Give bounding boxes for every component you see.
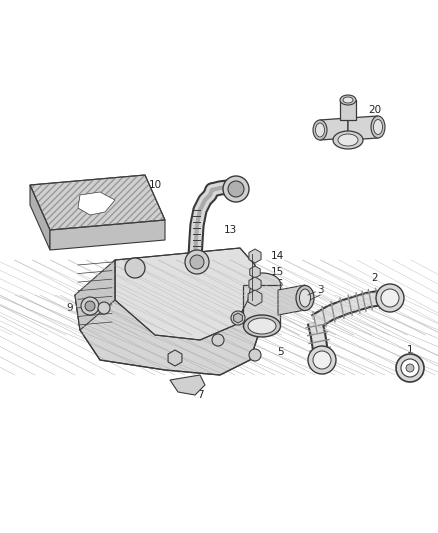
Ellipse shape (300, 289, 311, 307)
Text: 13: 13 (223, 225, 237, 235)
Circle shape (308, 346, 336, 374)
Circle shape (376, 284, 404, 312)
Circle shape (212, 334, 224, 346)
Circle shape (249, 349, 261, 361)
Text: 11: 11 (111, 260, 125, 270)
Polygon shape (75, 280, 265, 375)
Ellipse shape (244, 273, 280, 295)
Text: 2: 2 (372, 273, 378, 283)
Text: 7: 7 (197, 390, 203, 400)
Text: 9: 9 (67, 303, 73, 313)
Text: 4: 4 (222, 305, 228, 315)
Text: 6: 6 (201, 335, 208, 345)
Ellipse shape (315, 123, 325, 137)
Text: 3: 3 (317, 285, 323, 295)
Ellipse shape (343, 97, 353, 103)
Text: 10: 10 (148, 180, 162, 190)
Ellipse shape (340, 95, 356, 105)
Text: 1: 1 (407, 345, 413, 355)
Ellipse shape (374, 119, 382, 134)
Circle shape (98, 302, 110, 314)
Circle shape (381, 289, 399, 307)
Circle shape (223, 176, 249, 202)
Ellipse shape (371, 116, 385, 138)
Polygon shape (115, 248, 255, 340)
Circle shape (401, 359, 419, 377)
Polygon shape (348, 116, 378, 140)
Circle shape (231, 311, 245, 325)
Polygon shape (78, 192, 115, 215)
Polygon shape (50, 220, 165, 250)
Ellipse shape (248, 318, 276, 334)
Text: 15: 15 (270, 267, 284, 277)
Circle shape (396, 354, 424, 382)
Circle shape (406, 364, 414, 372)
Text: 20: 20 (368, 105, 381, 115)
Circle shape (190, 255, 204, 269)
Ellipse shape (338, 134, 358, 146)
Text: 5: 5 (277, 347, 283, 357)
Text: 8: 8 (152, 355, 158, 365)
Text: 16: 16 (270, 279, 284, 289)
Circle shape (185, 250, 209, 274)
Polygon shape (30, 185, 50, 250)
Ellipse shape (313, 120, 327, 140)
Polygon shape (170, 375, 205, 395)
Polygon shape (278, 285, 305, 315)
Polygon shape (30, 175, 165, 230)
Polygon shape (340, 100, 356, 120)
Ellipse shape (244, 315, 280, 337)
Polygon shape (243, 285, 280, 325)
Circle shape (85, 301, 95, 311)
Text: 14: 14 (270, 251, 284, 261)
Circle shape (125, 258, 145, 278)
Polygon shape (75, 260, 115, 330)
Text: 12: 12 (168, 260, 182, 270)
Polygon shape (320, 118, 348, 140)
Text: 17: 17 (270, 293, 284, 303)
Circle shape (228, 181, 244, 197)
Ellipse shape (333, 131, 363, 149)
Circle shape (313, 351, 331, 369)
Circle shape (81, 297, 99, 315)
Ellipse shape (296, 286, 314, 311)
